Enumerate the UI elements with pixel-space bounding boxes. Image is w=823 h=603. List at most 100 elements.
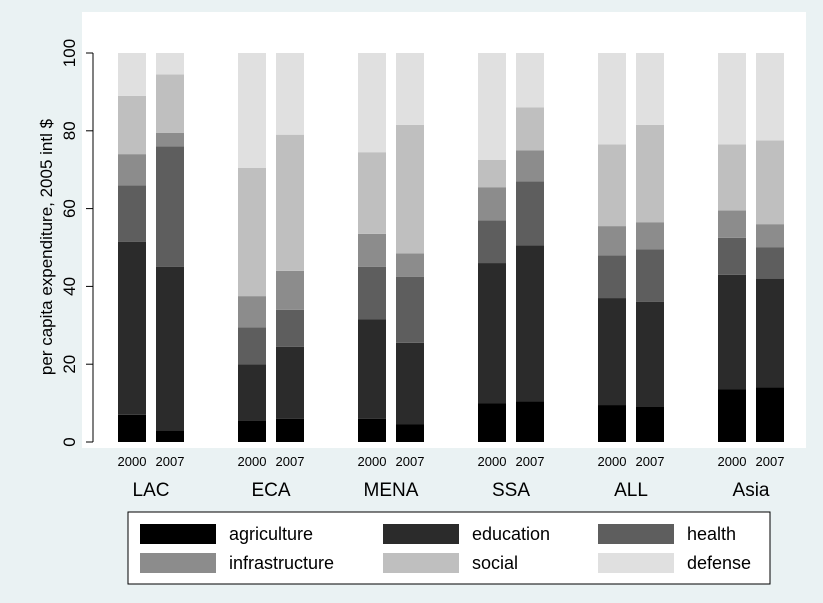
group-label: Asia: [733, 480, 770, 501]
bar-segment-defense: [516, 53, 544, 108]
bar-segment-health: [118, 185, 146, 242]
bar-segment-agriculture: [718, 389, 746, 442]
legend-label-agriculture: agriculture: [229, 524, 313, 544]
bar-segment-defense: [636, 53, 664, 125]
bar-segment-health: [156, 146, 184, 267]
legend-label-social: social: [472, 553, 518, 573]
bar-segment-social: [396, 124, 424, 254]
legend-box: [127, 511, 771, 585]
bar-segment-agriculture: [358, 418, 386, 442]
legend-label-health: health: [687, 524, 736, 544]
bar-year-label: 2000: [238, 454, 267, 469]
bar-segment-infrastructure: [718, 210, 746, 238]
bar-segment-agriculture: [516, 401, 544, 442]
bar-segment-social: [598, 144, 626, 227]
y-tick-label: 60: [60, 199, 79, 218]
bar-segment-defense: [756, 53, 784, 141]
y-tick-label: 80: [60, 121, 79, 140]
bar-segment-infrastructure: [636, 222, 664, 250]
legend-label-education: education: [472, 524, 550, 544]
bar-segment-infrastructure: [598, 226, 626, 256]
bar-segment-agriculture: [396, 424, 424, 442]
bar-year-label: 2007: [516, 454, 545, 469]
bar-segment-defense: [358, 53, 386, 153]
bar-segment-defense: [598, 53, 626, 145]
bar-segment-agriculture: [276, 418, 304, 442]
y-tick-label: 100: [60, 39, 79, 67]
bar-segment-health: [636, 249, 664, 302]
bar-segment-infrastructure: [516, 150, 544, 182]
bar-year-label: 2000: [358, 454, 387, 469]
legend-label-infrastructure: infrastructure: [229, 553, 334, 573]
legend-swatch-agriculture: [140, 524, 216, 544]
bar-segment-health: [718, 237, 746, 275]
bar-year-label: 2007: [396, 454, 425, 469]
bar-segment-defense: [718, 53, 746, 145]
bars: [118, 53, 784, 442]
bar-year-label: 2000: [478, 454, 507, 469]
bar-segment-education: [516, 245, 544, 402]
group-label: ECA: [251, 480, 290, 501]
bar-segment-education: [718, 274, 746, 390]
plot-area: [82, 12, 806, 448]
bar-segment-infrastructure: [156, 132, 184, 147]
bar-segment-defense: [478, 53, 506, 160]
legend-swatch-health: [598, 524, 674, 544]
bar-year-label: 2000: [598, 454, 627, 469]
bar-segment-education: [358, 319, 386, 419]
legend-swatch-social: [383, 553, 459, 573]
legend-swatch-defense: [598, 553, 674, 573]
bar-segment-agriculture: [156, 430, 184, 442]
bar-segment-education: [238, 364, 266, 421]
bar-segment-social: [358, 152, 386, 234]
bar-segment-health: [358, 266, 386, 320]
bar-segment-education: [756, 278, 784, 388]
bar-segment-infrastructure: [396, 253, 424, 277]
bar-segment-social: [636, 124, 664, 223]
bar-year-label: 2007: [276, 454, 305, 469]
group-label: MENA: [364, 480, 419, 501]
bar-segment-health: [598, 255, 626, 299]
bar-segment-infrastructure: [478, 187, 506, 221]
bar-segment-infrastructure: [238, 296, 266, 328]
bar-segment-infrastructure: [276, 270, 304, 310]
bar-segment-social: [238, 167, 266, 297]
bar-segment-health: [276, 309, 304, 347]
group-label: SSA: [492, 480, 530, 501]
legend-swatch-education: [383, 524, 459, 544]
bar-segment-social: [118, 95, 146, 155]
bar-segment-agriculture: [756, 387, 784, 442]
bar-segment-agriculture: [636, 406, 664, 442]
y-axis-title: per capita expenditure, 2005 intl $: [37, 118, 56, 375]
x-axis-labels: 2000 2007 LAC 2000 2007 ECA 2000 2007 MENA 2000 20…: [118, 454, 785, 501]
bar-segment-defense: [276, 53, 304, 135]
bar-segment-infrastructure: [118, 154, 146, 186]
bar-segment-education: [636, 301, 664, 407]
bar-segment-social: [718, 144, 746, 211]
bar-year-label: 2007: [756, 454, 785, 469]
bar-segment-education: [478, 263, 506, 404]
bar-segment-health: [756, 247, 784, 279]
bar-segment-agriculture: [118, 414, 146, 442]
bar-segment-social: [156, 74, 184, 133]
y-tick-label: 20: [60, 355, 79, 374]
group-label: ALL: [614, 480, 648, 501]
legend: agriculture education health infrastructure…: [127, 511, 771, 585]
bar-segment-infrastructure: [358, 233, 386, 267]
bar-segment-agriculture: [238, 420, 266, 442]
bar-year-label: 2000: [118, 454, 147, 469]
bar-segment-agriculture: [598, 405, 626, 442]
bar-year-label: 2007: [156, 454, 185, 469]
bar-segment-agriculture: [478, 403, 506, 442]
bar-segment-social: [756, 140, 784, 225]
bar-year-label: 2007: [636, 454, 665, 469]
group-label: LAC: [133, 480, 170, 501]
bar-segment-education: [396, 342, 424, 425]
bar-segment-education: [598, 298, 626, 406]
bar-segment-education: [156, 266, 184, 431]
legend-label-defense: defense: [687, 553, 751, 573]
bar-year-label: 2000: [718, 454, 747, 469]
bar-segment-social: [276, 134, 304, 271]
